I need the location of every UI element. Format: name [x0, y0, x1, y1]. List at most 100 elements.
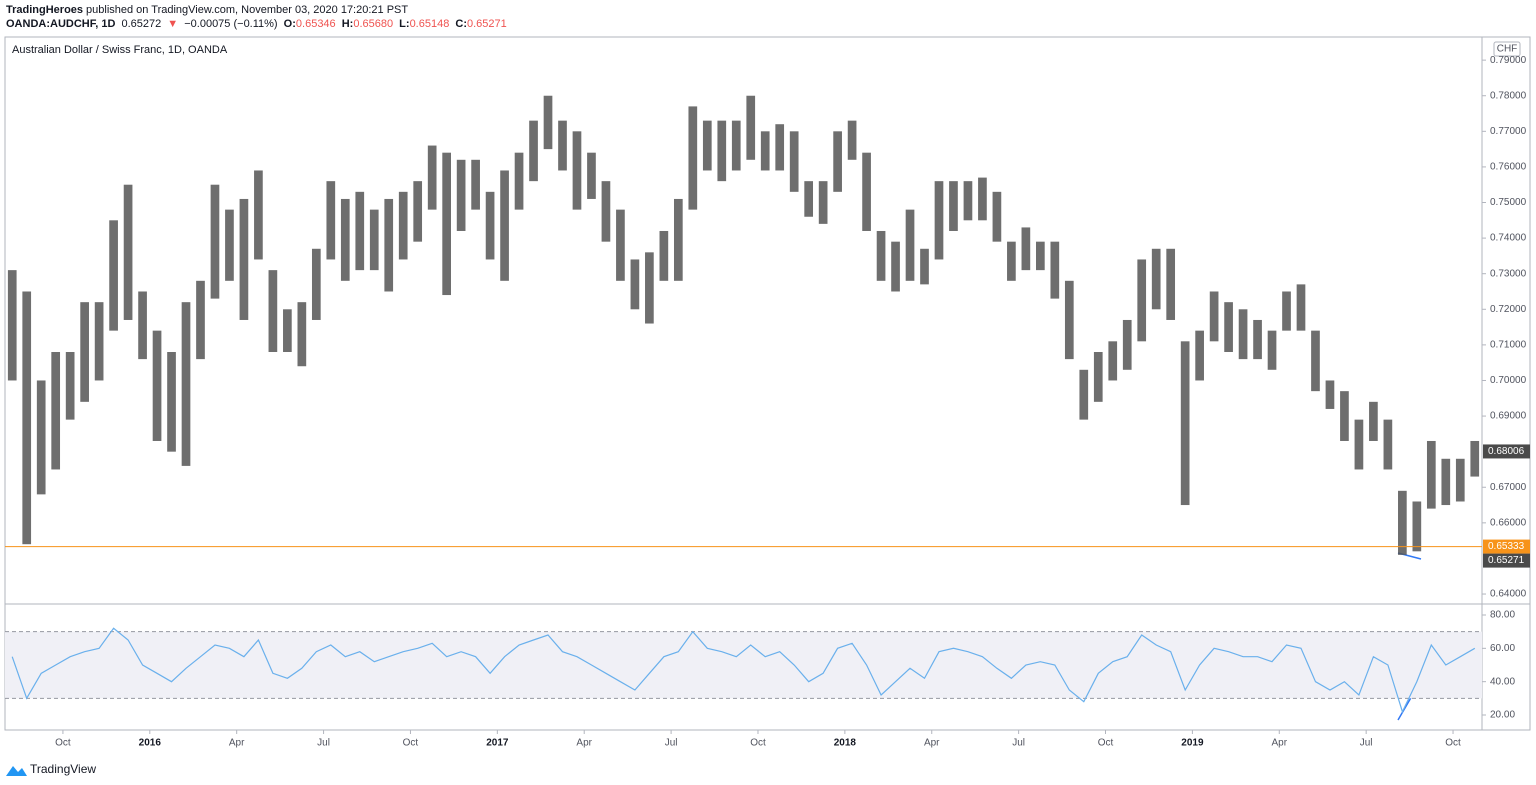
price-bar — [1282, 291, 1291, 331]
price-bar — [268, 270, 278, 352]
x-tick-label: Oct — [1098, 738, 1114, 749]
price-bar — [1369, 401, 1378, 441]
price-bar — [500, 170, 509, 281]
price-bar — [442, 152, 451, 296]
price-bar — [1036, 241, 1045, 271]
price-bar — [456, 159, 466, 231]
x-tick-label: 2018 — [834, 738, 857, 749]
price-bar — [283, 309, 292, 352]
price-bar — [413, 181, 423, 242]
price-bar — [340, 198, 350, 281]
price-bar — [1122, 319, 1132, 370]
price-tag-label: 0.65271 — [1488, 555, 1525, 566]
price-bar — [36, 380, 46, 495]
price-bar — [862, 152, 871, 231]
currency: CHF — [1497, 44, 1518, 55]
rsi-line — [11, 627, 1476, 714]
x-tick-label: Jul — [665, 738, 678, 749]
x-tick-label: Apr — [576, 738, 592, 749]
symbol: OANDA:AUDCHF, 1D — [6, 18, 116, 30]
x-tick-label: Jul — [317, 738, 330, 749]
price-bar — [673, 198, 683, 281]
h-label: H: — [341, 18, 354, 30]
y-tick-label: 0.67000 — [1490, 482, 1527, 493]
price-tag — [1483, 444, 1530, 459]
price-bar — [1166, 248, 1176, 320]
price-bar — [558, 120, 567, 171]
price-bar — [1064, 280, 1074, 360]
price-bar — [702, 120, 712, 171]
c-label: C: — [455, 18, 467, 30]
close: 0.65271 — [467, 18, 507, 30]
o-label: O: — [283, 18, 296, 30]
y-tick-label: 0.71000 — [1490, 340, 1527, 351]
price-bar — [167, 352, 176, 452]
price-bar — [1209, 291, 1219, 342]
y-tick-label: 0.74000 — [1490, 233, 1527, 244]
price-bar — [1325, 380, 1335, 409]
x-tick-label: Oct — [55, 738, 71, 749]
price-bar — [514, 152, 524, 210]
price-bar — [1311, 330, 1320, 392]
price-bar — [1354, 419, 1364, 470]
price-bar — [369, 209, 379, 271]
price-bar — [760, 131, 770, 171]
open: 0.65346 — [295, 18, 336, 30]
price-bar — [659, 230, 669, 281]
y-tick-label: 0.66000 — [1490, 517, 1527, 528]
x-tick-label: Jul — [1012, 738, 1025, 749]
price-bar — [1079, 369, 1089, 420]
price-bar — [1050, 241, 1060, 299]
price-bar — [384, 198, 394, 292]
y-tick-label: 20.00 — [1490, 710, 1515, 721]
ohlc-line: OANDA:AUDCHF, 1D 0.65272 ▼ −0.00075 (−0.… — [6, 18, 510, 30]
x-tick-label: Oct — [750, 738, 766, 749]
price-bar — [543, 95, 553, 150]
price-bar — [1426, 440, 1436, 509]
price-bar — [847, 120, 857, 160]
y-tick-label: 0.79000 — [1490, 55, 1527, 66]
publisher: TradingHeroes — [6, 4, 84, 16]
price-bar — [645, 252, 654, 324]
price-bar — [1455, 458, 1465, 502]
price-tag — [1483, 539, 1530, 554]
y-tick-label: 0.69000 — [1490, 411, 1527, 422]
price-bar — [630, 259, 640, 310]
price-bar — [1180, 341, 1190, 506]
logo — [6, 766, 27, 776]
price-bar — [1093, 352, 1103, 402]
price-bar — [22, 291, 32, 545]
price-bar — [804, 181, 814, 217]
price-bar — [1021, 227, 1031, 271]
l-label: L: — [399, 18, 410, 30]
price-bar — [65, 352, 75, 420]
x-tick-label: Apr — [1271, 738, 1287, 749]
price-bar — [239, 198, 249, 320]
price-bar — [616, 209, 625, 281]
price-bar — [80, 302, 89, 402]
price-bar — [529, 120, 538, 182]
y-tick-label: 0.70000 — [1490, 375, 1527, 386]
low: 0.65148 — [409, 18, 450, 30]
y-tick-label: 0.75000 — [1490, 197, 1527, 208]
price-bar — [1441, 458, 1451, 506]
y-tick-label: 0.76000 — [1490, 162, 1527, 173]
price-bar — [876, 230, 886, 281]
price-bar — [992, 191, 1002, 242]
price-bar — [471, 159, 480, 210]
price-bar — [601, 181, 611, 242]
price-bar — [326, 181, 336, 260]
price-bar — [789, 131, 799, 192]
price-bar — [355, 191, 365, 271]
rsi-band — [5, 631, 1482, 699]
price-bar — [978, 177, 987, 221]
price-bar — [1296, 284, 1306, 331]
price-bar — [196, 280, 205, 360]
price-tag — [1483, 553, 1530, 568]
price-bar — [94, 302, 104, 381]
price-bar — [934, 181, 944, 260]
price-bar — [1398, 490, 1407, 555]
brand: TradingView — [30, 762, 96, 776]
